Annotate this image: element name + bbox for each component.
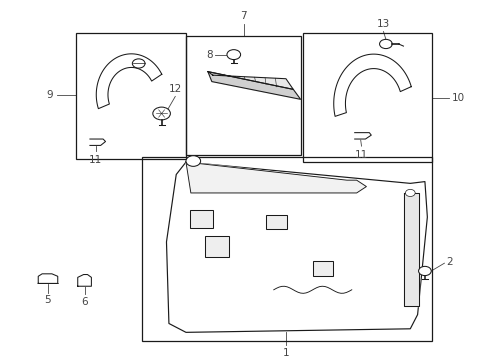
Polygon shape bbox=[166, 162, 427, 332]
Text: 11: 11 bbox=[354, 150, 367, 160]
Polygon shape bbox=[333, 54, 410, 116]
Text: 1: 1 bbox=[282, 348, 289, 357]
Circle shape bbox=[405, 189, 414, 197]
Polygon shape bbox=[354, 132, 370, 139]
Polygon shape bbox=[207, 72, 300, 99]
Text: 3: 3 bbox=[191, 248, 197, 258]
Text: 7: 7 bbox=[240, 11, 246, 21]
Text: 6: 6 bbox=[81, 297, 88, 307]
Text: 13: 13 bbox=[376, 19, 389, 29]
Text: 2: 2 bbox=[446, 257, 452, 267]
Polygon shape bbox=[78, 275, 91, 286]
Polygon shape bbox=[96, 54, 162, 109]
Polygon shape bbox=[207, 72, 293, 89]
Bar bbox=[205, 236, 228, 257]
Polygon shape bbox=[404, 193, 418, 306]
Text: 4: 4 bbox=[213, 275, 220, 284]
Circle shape bbox=[379, 39, 391, 49]
Text: 12: 12 bbox=[168, 84, 182, 94]
Polygon shape bbox=[90, 139, 105, 145]
Text: 11: 11 bbox=[89, 155, 102, 165]
Bar bbox=[266, 215, 286, 229]
Polygon shape bbox=[185, 162, 366, 193]
Circle shape bbox=[185, 156, 200, 166]
Text: 8: 8 bbox=[206, 50, 213, 60]
Text: 5: 5 bbox=[44, 296, 51, 305]
Polygon shape bbox=[38, 274, 58, 283]
Circle shape bbox=[153, 107, 170, 120]
Circle shape bbox=[418, 266, 430, 276]
Circle shape bbox=[132, 59, 145, 68]
Bar bbox=[76, 33, 185, 158]
Bar bbox=[303, 33, 431, 162]
Text: 10: 10 bbox=[451, 93, 464, 103]
Bar bbox=[185, 36, 300, 155]
Circle shape bbox=[226, 50, 240, 59]
Bar bbox=[312, 261, 332, 276]
Bar bbox=[189, 210, 213, 228]
Bar bbox=[142, 157, 431, 341]
Text: 9: 9 bbox=[47, 90, 53, 100]
